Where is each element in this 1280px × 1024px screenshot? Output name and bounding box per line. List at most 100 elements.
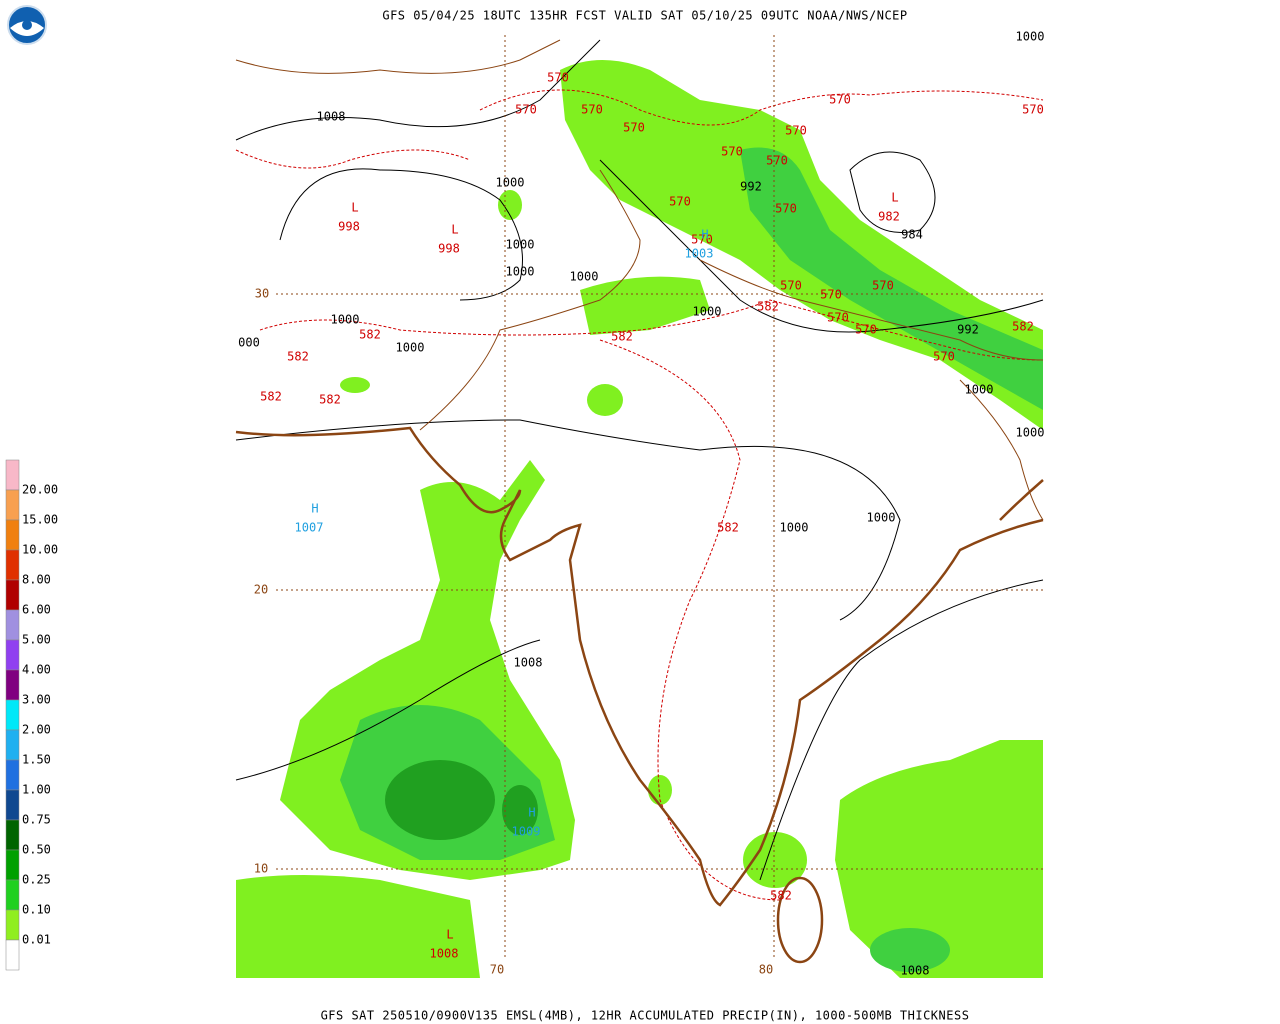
isobar-label: 1000: [506, 265, 535, 279]
legend-swatch: [5, 609, 20, 641]
map-area: [235, 35, 1044, 978]
isobar-label: 1000: [965, 383, 994, 397]
pressure-center-value: 998: [338, 220, 360, 234]
legend-swatch: [5, 879, 20, 911]
thickness-label: 570: [785, 124, 807, 138]
legend-swatch: [5, 579, 20, 611]
legend-label: 0.10: [22, 903, 51, 917]
isobar-label: 1000: [496, 176, 525, 190]
grid-label: 30: [255, 287, 269, 301]
coastlines: [235, 39, 1044, 964]
isobar-label: 1008: [514, 656, 543, 670]
thickness-label: 570: [780, 279, 802, 293]
thickness-label: 570: [766, 154, 788, 168]
thickness-label: 570: [775, 202, 797, 216]
thickness-label: 570: [855, 323, 877, 337]
thickness-label: 570: [669, 195, 691, 209]
pressure-center-symbol: L: [891, 191, 898, 205]
isobar-label: 1000: [570, 270, 599, 284]
isobar-label: 1000: [1016, 30, 1045, 44]
thickness-label: 582: [770, 889, 792, 903]
isobar-label: 1000: [867, 511, 896, 525]
isobar-label: 1000: [396, 341, 425, 355]
legend-label: 8.00: [22, 573, 51, 587]
legend-swatch: [5, 849, 20, 881]
legend-label: 10.00: [22, 543, 58, 557]
legend-swatch: [5, 459, 20, 491]
thickness-label: 582: [757, 300, 779, 314]
legend-label: 4.00: [22, 663, 51, 677]
thickness-label: 570: [581, 103, 603, 117]
grid-label: 20: [254, 583, 268, 597]
legend-label: 15.00: [22, 513, 58, 527]
legend-label: 0.50: [22, 843, 51, 857]
legend-label: 1.50: [22, 753, 51, 767]
thickness-label: 582: [717, 521, 739, 535]
grid-label: 10: [254, 862, 268, 876]
thickness-label: 582: [260, 390, 282, 404]
legend-label: 3.00: [22, 693, 51, 707]
thickness-label: 582: [319, 393, 341, 407]
pressure-center-symbol: H: [701, 228, 708, 242]
pressure-center-value: 1007: [295, 521, 324, 535]
thickness-label: 570: [827, 311, 849, 325]
precip-legend: 20.00 15.00 10.00 8.00 6.00 5.00 4.00 3.00 2.00 1…: [5, 459, 58, 971]
pressure-center-value: 1009: [512, 825, 541, 839]
legend-swatch: [5, 939, 20, 971]
isobar-label: 1008: [901, 964, 930, 978]
pressure-center-value: 998: [438, 242, 460, 256]
thickness-label: 570: [829, 93, 851, 107]
legend-swatch: [5, 789, 20, 821]
thickness-label: 570: [820, 288, 842, 302]
pressure-center-value: 1003: [685, 247, 714, 261]
isobar-label: 000: [238, 336, 260, 350]
thickness-label: 570: [1022, 103, 1044, 117]
legend-swatch: [5, 489, 20, 521]
thickness-label: 570: [721, 145, 743, 159]
legend-label: 2.00: [22, 723, 51, 737]
legend-swatch: [5, 909, 20, 941]
legend-swatch: [5, 549, 20, 581]
grid-label: 70: [490, 963, 504, 977]
precip-areas: [236, 60, 1043, 978]
thickness-label: 570: [872, 279, 894, 293]
isobar-label: 992: [957, 323, 979, 337]
noaa-logo: [7, 5, 47, 45]
pressure-center-symbol: H: [528, 806, 535, 820]
legend-swatch: [5, 519, 20, 551]
isobar-label: 984: [901, 228, 923, 242]
pressure-center-symbol: L: [451, 223, 458, 237]
isobar-label: 1000: [780, 521, 809, 535]
legend-label: 0.75: [22, 813, 51, 827]
legend-label: 20.00: [22, 483, 58, 497]
legend-swatch: [5, 729, 20, 761]
legend-swatch: [5, 699, 20, 731]
legend-label: 6.00: [22, 603, 51, 617]
thickness-label: 570: [547, 71, 569, 85]
isobar-label: 992: [740, 180, 762, 194]
legend-swatch: [5, 819, 20, 851]
thickness-label: 582: [359, 328, 381, 342]
pressure-center-symbol: H: [311, 502, 318, 516]
footer-caption: GFS SAT 250510/0900V135 EMSL(4MB), 12HR …: [321, 1009, 970, 1023]
legend-label: 0.01: [22, 933, 51, 947]
pressure-center-value: 982: [878, 210, 900, 224]
isobar-label: 1000: [331, 313, 360, 327]
pressure-center-symbol: L: [351, 201, 358, 215]
pressure-center-symbol: L: [446, 928, 453, 942]
map-labels: 30 20 10 70 80 570 570 570 570 570 570 570 570 570 570…: [238, 30, 1044, 978]
header-title: GFS 05/04/25 18UTC 135HR FCST VALID SAT …: [382, 9, 907, 23]
legend-swatch: [5, 759, 20, 791]
thickness-label: 570: [691, 233, 713, 247]
grid-label: 80: [759, 963, 773, 977]
isobar-label: 1008: [317, 110, 346, 124]
legend-label: 5.00: [22, 633, 51, 647]
thickness-label: 570: [515, 103, 537, 117]
thickness-label: 570: [623, 121, 645, 135]
pressure-center-value: 1008: [430, 947, 459, 961]
thickness-label: 582: [1012, 320, 1034, 334]
isobar-label: 1000: [506, 238, 535, 252]
thickness-label: 582: [287, 350, 309, 364]
legend-swatch: [5, 669, 20, 701]
